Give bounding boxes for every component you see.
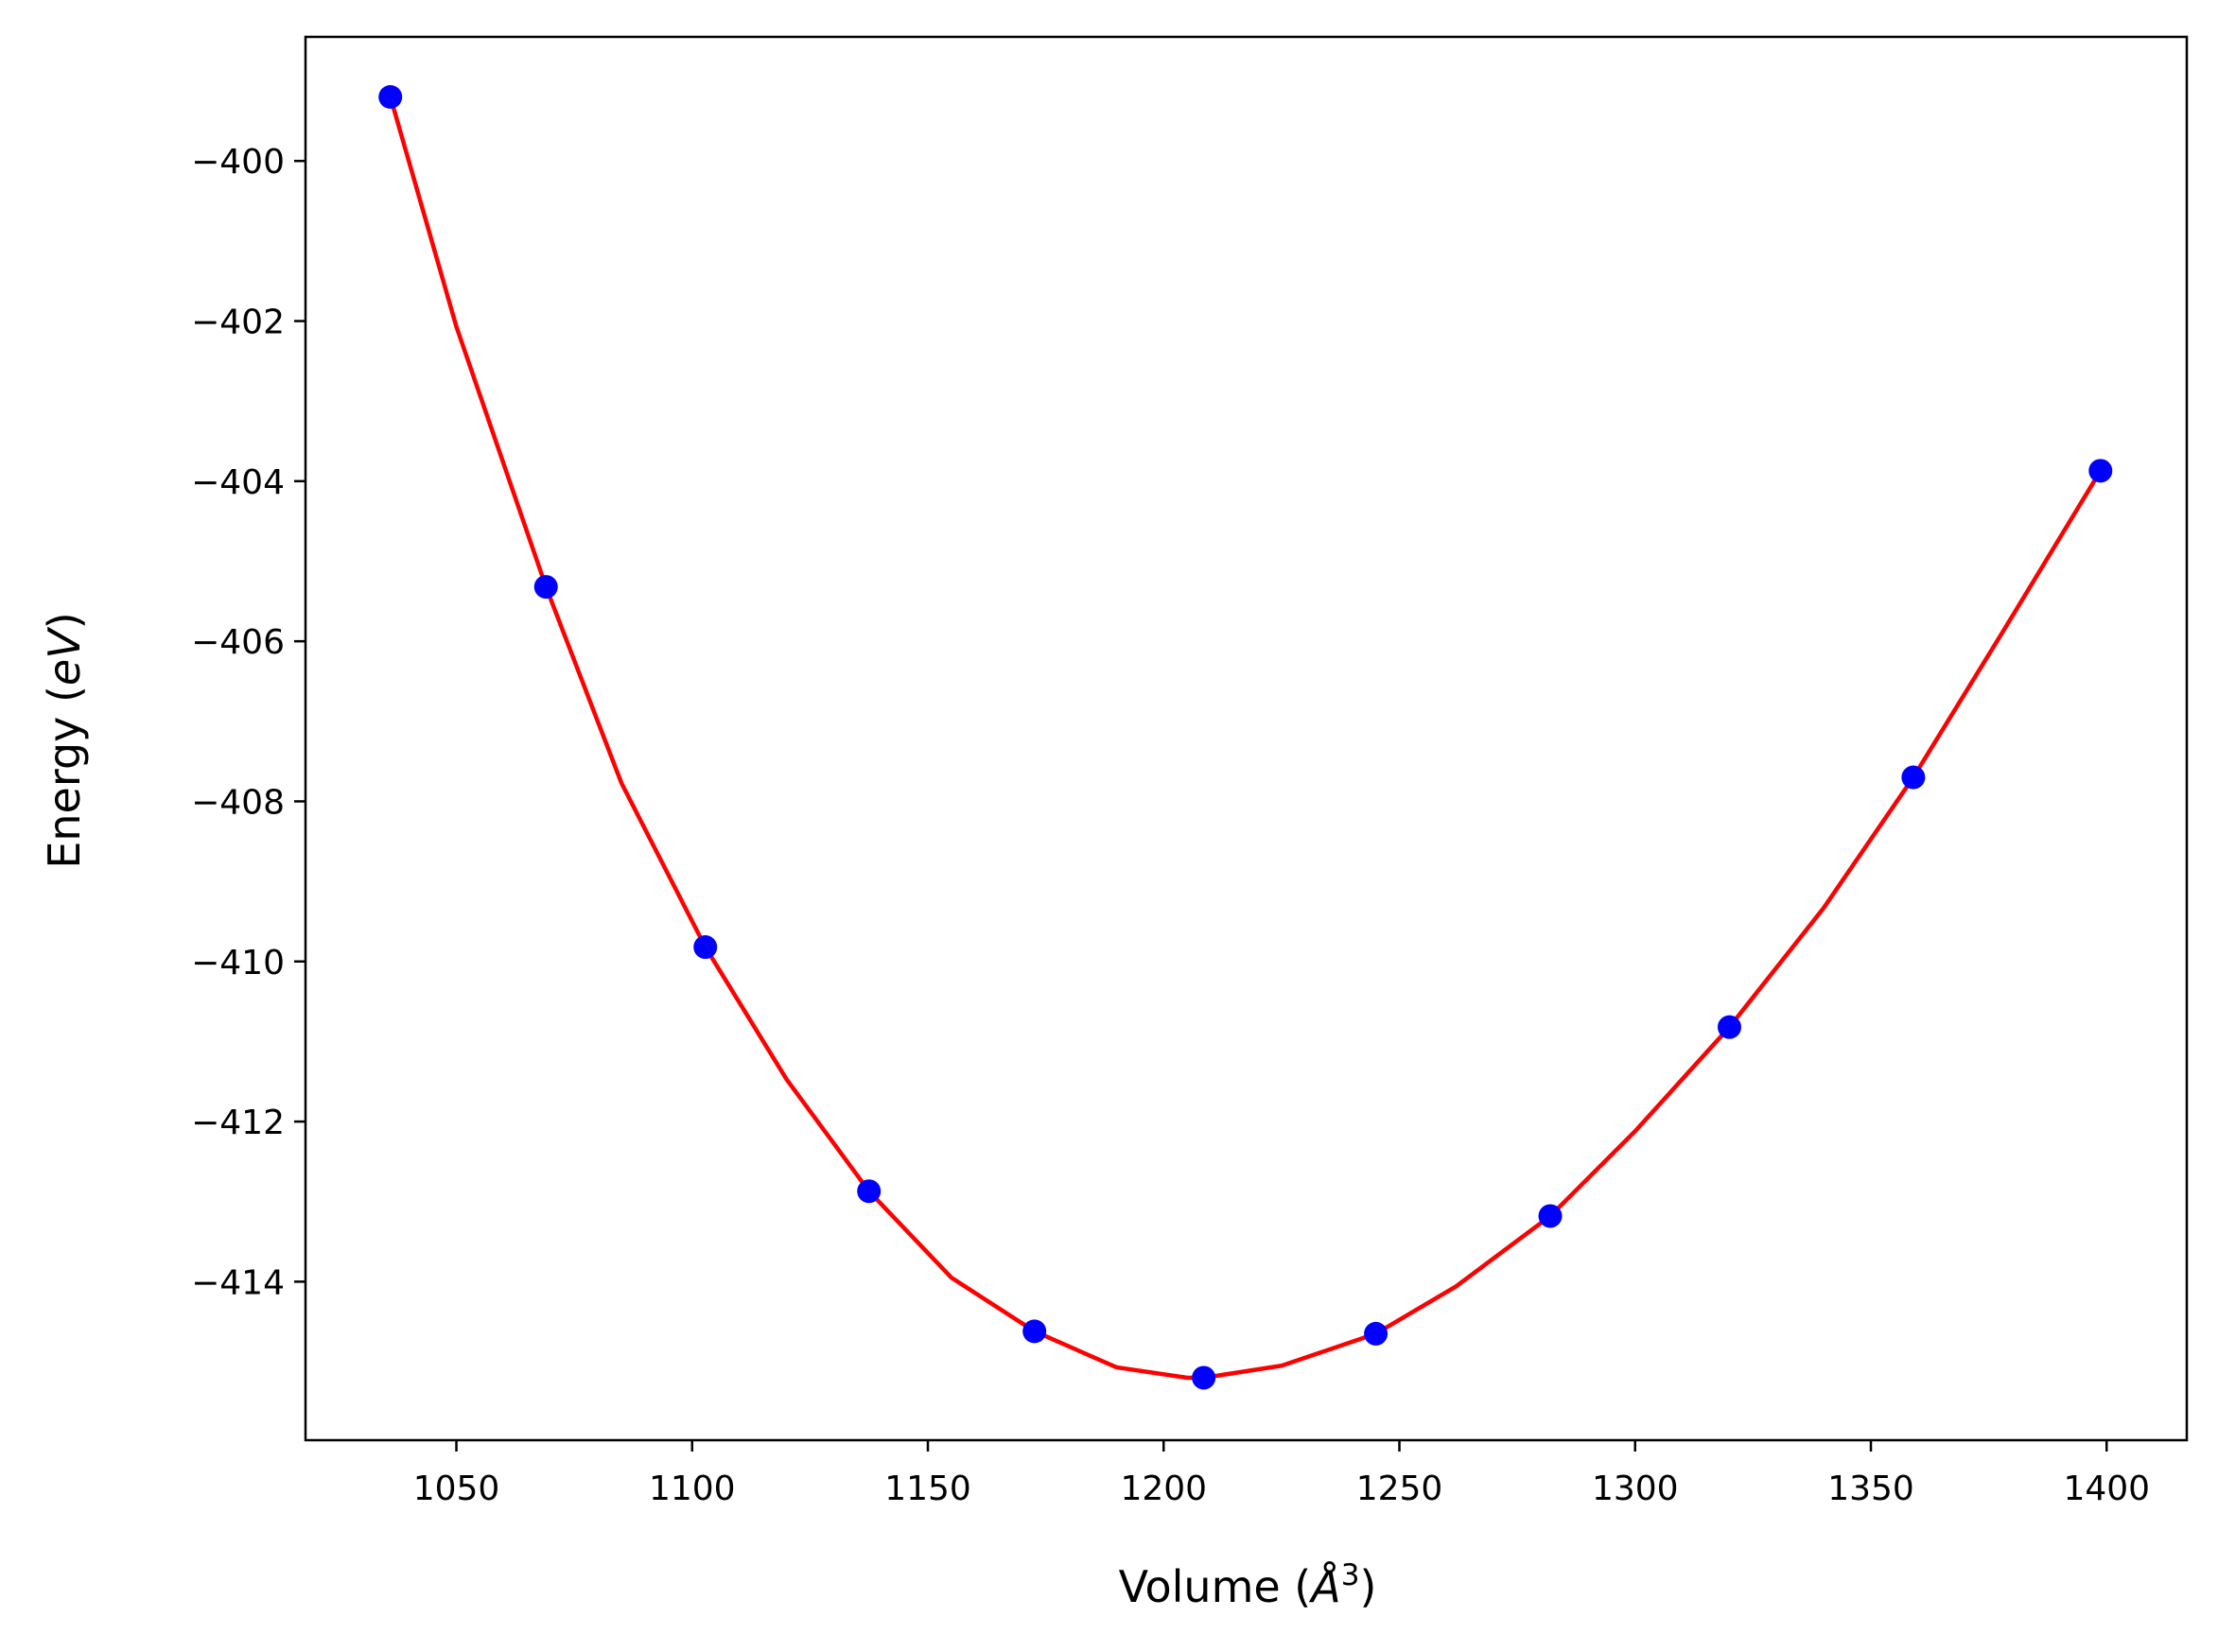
x-tick-label: 1250 (1356, 1469, 1443, 1508)
y-tick-label: −414 (191, 1263, 285, 1302)
y-tick-label: −406 (191, 623, 285, 662)
x-tick-label: 1400 (2063, 1469, 2150, 1508)
axes: 1050 1100 1150 1200 1250 1300 1350 1400 −400 −402… (191, 35, 2189, 1508)
x-axis-label: Volume (Å3) (1119, 1558, 1377, 1612)
y-tick-label: −408 (191, 783, 285, 822)
data-point (1717, 1015, 1741, 1039)
y-tick-label: −410 (191, 944, 285, 983)
y-tick-label: −400 (191, 143, 285, 182)
data-point (533, 575, 558, 600)
data-point (857, 1179, 882, 1204)
data-point (1192, 1365, 1216, 1390)
data-point (1364, 1321, 1388, 1346)
y-tick-label: −402 (191, 304, 285, 342)
x-tick-label: 1050 (413, 1469, 500, 1508)
plot-area (378, 84, 2113, 1390)
data-point (2088, 459, 2113, 483)
y-axis-label: Energy (eV) (39, 612, 90, 868)
x-tick-label: 1300 (1592, 1469, 1679, 1508)
axes-frame (304, 35, 2189, 1442)
data-point (1538, 1204, 1563, 1228)
x-tick-label: 1350 (1827, 1469, 1914, 1508)
y-tick-label: −412 (191, 1104, 285, 1142)
data-point (378, 84, 403, 109)
data-point (1022, 1319, 1047, 1344)
x-tick-label: 1150 (884, 1469, 971, 1508)
y-tick-label: −404 (191, 463, 285, 502)
x-tick-label: 1200 (1120, 1469, 1207, 1508)
data-point (1901, 765, 1926, 790)
data-point (693, 935, 718, 960)
x-tick-label: 1100 (649, 1469, 736, 1508)
